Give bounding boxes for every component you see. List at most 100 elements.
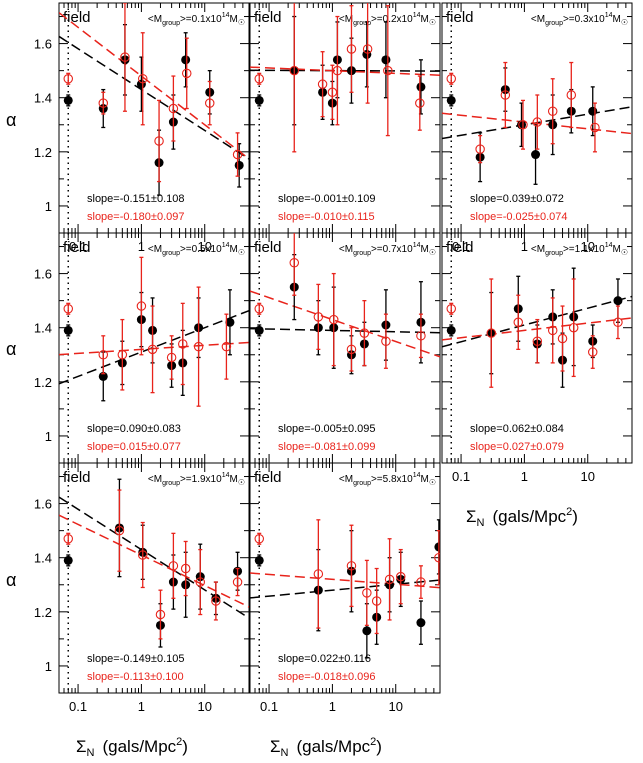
data-point-red [532, 117, 543, 127]
data-point-red [587, 347, 598, 357]
data-point-red [166, 352, 177, 363]
y-tick-label: 1 [45, 429, 52, 444]
slope-black: slope=-0.149±0.105 [87, 653, 184, 665]
panel-3: 0.1 1 10 field <Mgroup>=0.3x1014M☉ slope=0.03… [441, 2, 633, 254]
x-tick-label: 10 [388, 699, 402, 714]
data-point-black [588, 106, 598, 116]
data-point-red [204, 98, 215, 108]
x-tick-label: 10 [580, 239, 594, 254]
slope-black: slope=-0.001±0.109 [278, 193, 375, 205]
data-point-red [120, 52, 130, 62]
data-point-black [181, 55, 191, 65]
y-tick-label: 1 [45, 659, 52, 674]
field-label: field [63, 469, 91, 486]
data-point-red [178, 339, 188, 349]
ylabel-row-1: α [6, 110, 16, 130]
data-point-red [547, 325, 558, 336]
y-tick-label: 1.4 [34, 551, 52, 566]
field-point-black [446, 95, 456, 105]
data-point-red [137, 74, 148, 84]
xlabel-col-2: ΣN (gals/Mpc2) [270, 736, 382, 759]
panel-8: 0.1 1 10 field <Mgroup>=5.8x1014M☉ slope=0.02… [249, 462, 441, 714]
field-point-black [254, 325, 264, 335]
svg-text:ΣN(gals/Mpc2): ΣN (gals/Mpc2) [466, 506, 578, 529]
slope-red: slope=-0.025±0.074 [470, 211, 567, 223]
data-point-red [117, 350, 128, 360]
ylabel-row-3: α [6, 570, 16, 590]
field-point-red [63, 74, 74, 84]
data-point-red [371, 596, 382, 606]
data-point-red [193, 341, 204, 352]
data-point-red [362, 44, 373, 54]
field-label: field [63, 9, 91, 26]
data-point-red [475, 144, 485, 154]
x-tick-label: 1 [138, 699, 145, 714]
y-tick-label: 1.6 [34, 267, 52, 282]
x-tick-label: 1 [138, 239, 145, 254]
fit-line-black [59, 35, 249, 160]
group-mass-title: <Mgroup>=5.8x1014M☉ [339, 472, 436, 487]
data-point-red [486, 328, 497, 338]
slope-red: slope=-0.180±0.097 [87, 211, 184, 223]
panel-4: 1 1.2 1.4 1.6 field <Mgroup>=0.5x1014M☉ slope=… [34, 232, 250, 464]
data-point-black [362, 626, 372, 636]
group-mass-title: <Mgroup>=1.1x1014M☉ [531, 242, 628, 257]
data-point-black [613, 296, 623, 306]
panel-6: 0.1 1 10 field <Mgroup>=1.1x1014M☉ slope=0.06… [441, 232, 633, 484]
data-point-red [532, 336, 543, 346]
data-point-red [568, 322, 579, 333]
data-point-red [168, 103, 179, 114]
xlabel-col-3: ΣN (gals/Mpc2) [466, 506, 578, 529]
data-point-black [381, 55, 391, 65]
x-tick-label: 0.1 [260, 699, 278, 714]
data-point-black [234, 160, 244, 170]
data-point-red [211, 596, 221, 606]
data-point-red [289, 258, 300, 268]
field-point-red [63, 304, 74, 314]
data-point-red [557, 333, 568, 344]
group-mass-title: <Mgroup>=0.1x1014M☉ [148, 12, 245, 27]
field-point-black [446, 325, 456, 335]
data-point-red [154, 136, 164, 146]
data-point-black [225, 317, 235, 327]
slope-red: slope=-0.113±0.100 [87, 671, 184, 683]
panels: 0.1 1 10 1 1.2 1.4 1.6 field <Mgroup>=0.1x1014M☉… [34, 2, 633, 714]
fit-line-red [250, 572, 440, 589]
data-point-red [415, 98, 425, 108]
slope-red: slope=0.015±0.077 [87, 441, 181, 453]
data-point-black [416, 618, 426, 628]
data-point-black [98, 371, 108, 381]
data-point-red [168, 561, 179, 571]
x-tick-label: 0.1 [452, 239, 470, 254]
panel-frame [249, 462, 441, 694]
data-point-red [513, 317, 524, 328]
data-point-red [547, 106, 558, 116]
fit-line-red [59, 341, 249, 356]
y-tick-label: 1.6 [34, 497, 52, 512]
field-point-red [446, 304, 457, 314]
x-tick-label: 0.1 [69, 699, 87, 714]
fit-line-black [250, 327, 440, 334]
data-point-red [566, 90, 577, 100]
data-point-red [500, 90, 511, 100]
panel-7: 0.1 1 10 1 1.2 1.4 1.6 field <Mgroup>=1.9x1014M☉… [34, 462, 250, 714]
data-point-black [416, 82, 426, 92]
data-point-red [155, 609, 166, 620]
data-point-red [416, 577, 426, 587]
slope-black: slope=0.039±0.072 [470, 193, 564, 205]
panel-frame [441, 232, 633, 464]
xlabel-col-1: ΣN (gals/Mpc2) [76, 736, 188, 759]
field-point-black [254, 555, 264, 565]
svg-text:ΣN(gals/Mpc2): ΣN (gals/Mpc2) [76, 736, 188, 759]
field-point-black [63, 555, 73, 565]
data-point-red [327, 87, 338, 98]
group-mass-title: <Mgroup>=0.7x1014M☉ [339, 242, 436, 257]
data-point-red [221, 341, 232, 352]
x-tick-label: 1 [521, 469, 528, 484]
data-point-red [383, 65, 393, 76]
panel-frame [58, 462, 250, 694]
slope-red: slope=-0.018±0.096 [278, 671, 375, 683]
slope-black: slope=0.022±0.116 [278, 653, 371, 665]
fit-line-red [59, 514, 249, 608]
